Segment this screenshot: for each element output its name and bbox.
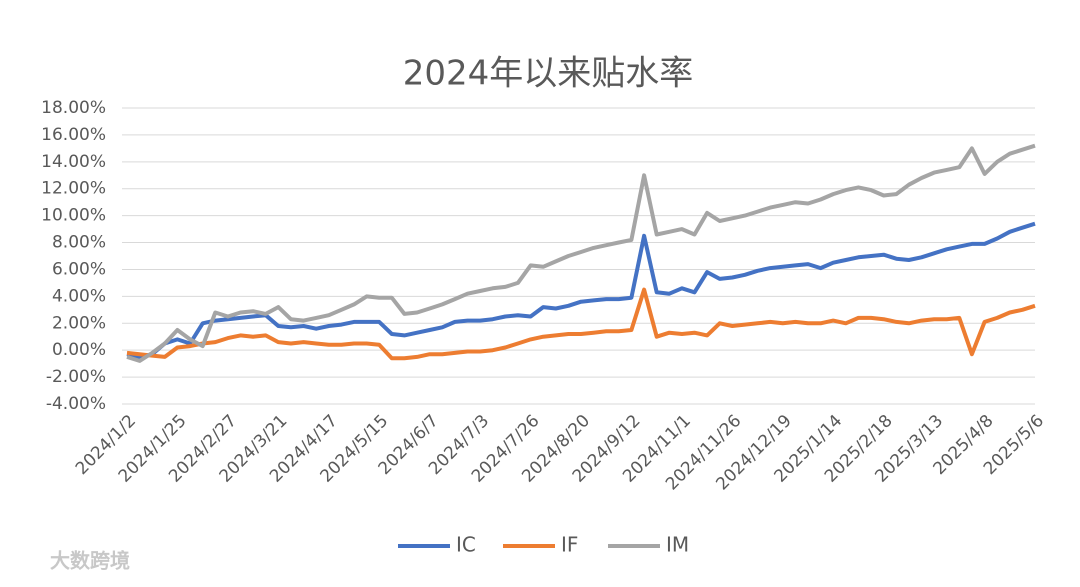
y-tick-label: 10.00% bbox=[41, 206, 106, 226]
chart-title: 2024年以来贴水率 bbox=[403, 54, 694, 94]
y-tick-label: -2.00% bbox=[46, 367, 106, 387]
y-tick-label: 2.00% bbox=[52, 313, 106, 333]
legend-label: IC bbox=[456, 533, 476, 557]
y-tick-label: 14.00% bbox=[41, 152, 106, 172]
watermark: 大数跨境 bbox=[50, 549, 130, 573]
y-tick-label: 4.00% bbox=[52, 286, 106, 306]
y-tick-label: 6.00% bbox=[52, 259, 106, 279]
series-line bbox=[126, 143, 1036, 363]
legend-label: IM bbox=[666, 533, 689, 557]
y-tick-label: -4.00% bbox=[46, 394, 106, 414]
y-tick-label: 12.00% bbox=[41, 179, 106, 199]
y-tick-label: 0.00% bbox=[52, 340, 106, 360]
y-tick-label: 18.00% bbox=[41, 98, 106, 118]
legend-label: IF bbox=[561, 533, 578, 557]
y-tick-label: 8.00% bbox=[52, 233, 106, 253]
series-line bbox=[126, 287, 1036, 361]
y-tick-label: 16.00% bbox=[41, 125, 106, 145]
series-line bbox=[126, 221, 1036, 359]
